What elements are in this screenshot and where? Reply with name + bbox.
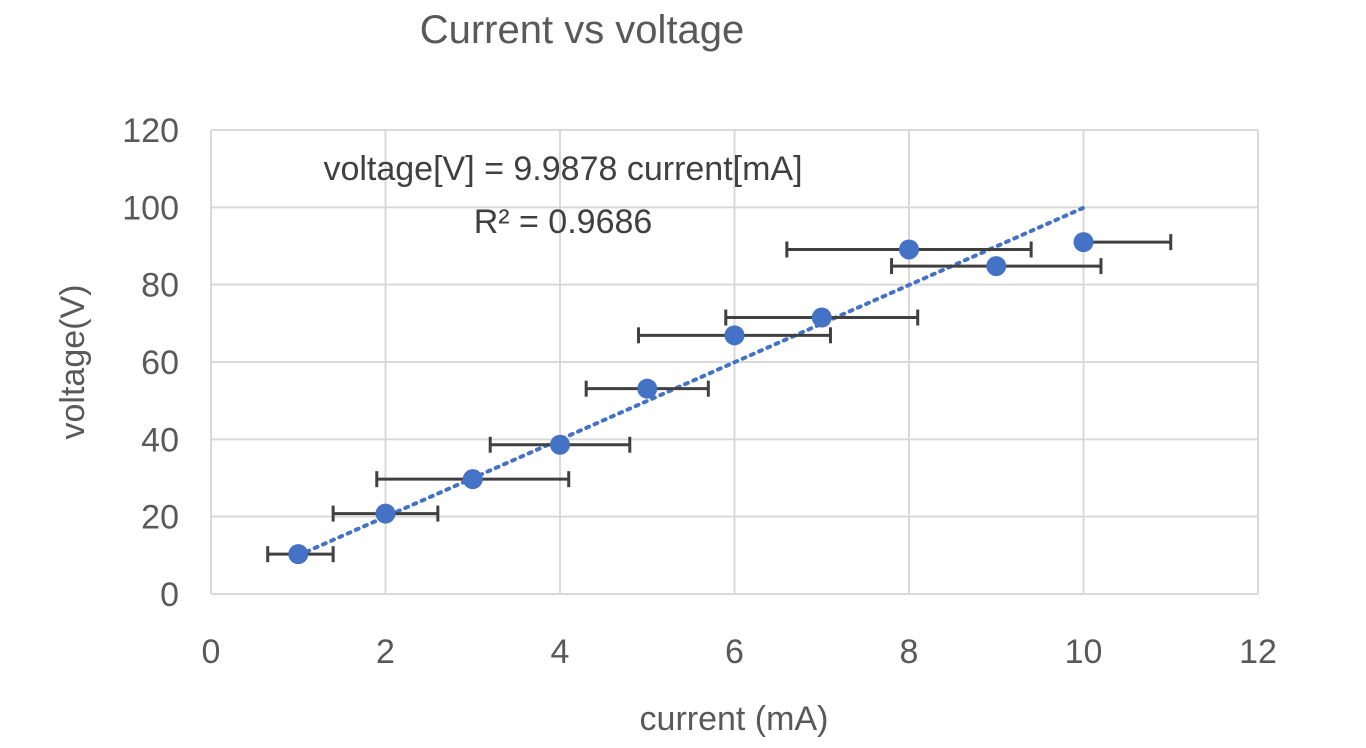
x-tick-label: 12	[1239, 633, 1277, 671]
x-tick-label: 4	[551, 633, 570, 671]
x-tick-label: 6	[725, 633, 744, 671]
y-tick-label: 100	[122, 189, 179, 227]
x-tick-label: 0	[202, 633, 221, 671]
data-point	[462, 469, 483, 490]
y-axis-label: voltage(V)	[54, 285, 92, 440]
trendline-r-squared: R² = 0.9686	[474, 203, 653, 241]
x-tick-labels: 0 2 4 6 8 10 12	[202, 633, 1277, 671]
y-tick-label: 0	[160, 576, 179, 614]
data-point	[375, 503, 396, 524]
x-tick-label: 2	[376, 633, 395, 671]
trendline	[296, 205, 1086, 558]
x-axis-label: current (mA)	[640, 700, 829, 738]
trendline-equation: voltage[V] = 9.9878 current[mA]	[323, 150, 802, 188]
gridlines	[210, 129, 1259, 595]
y-tick-label: 60	[141, 344, 179, 382]
data-point	[986, 256, 1007, 277]
y-tick-label: 40	[141, 421, 179, 459]
data-points	[288, 232, 1094, 565]
error-bars	[266, 234, 1173, 563]
y-tick-labels: 0 20 40 60 80 100 120	[122, 112, 179, 614]
data-point	[724, 325, 745, 346]
data-point	[899, 239, 919, 260]
data-point	[811, 307, 832, 328]
x-tick-label: 8	[900, 633, 919, 671]
y-tick-label: 20	[141, 499, 179, 537]
y-tick-label: 120	[122, 112, 179, 150]
data-point	[550, 434, 570, 455]
y-tick-label: 80	[141, 267, 179, 305]
data-point	[637, 378, 658, 399]
data-point	[288, 544, 309, 565]
chart-title: Current vs voltage	[420, 8, 745, 52]
x-tick-label: 10	[1065, 633, 1103, 671]
trendline-group	[296, 205, 1086, 558]
data-point	[1073, 232, 1094, 253]
